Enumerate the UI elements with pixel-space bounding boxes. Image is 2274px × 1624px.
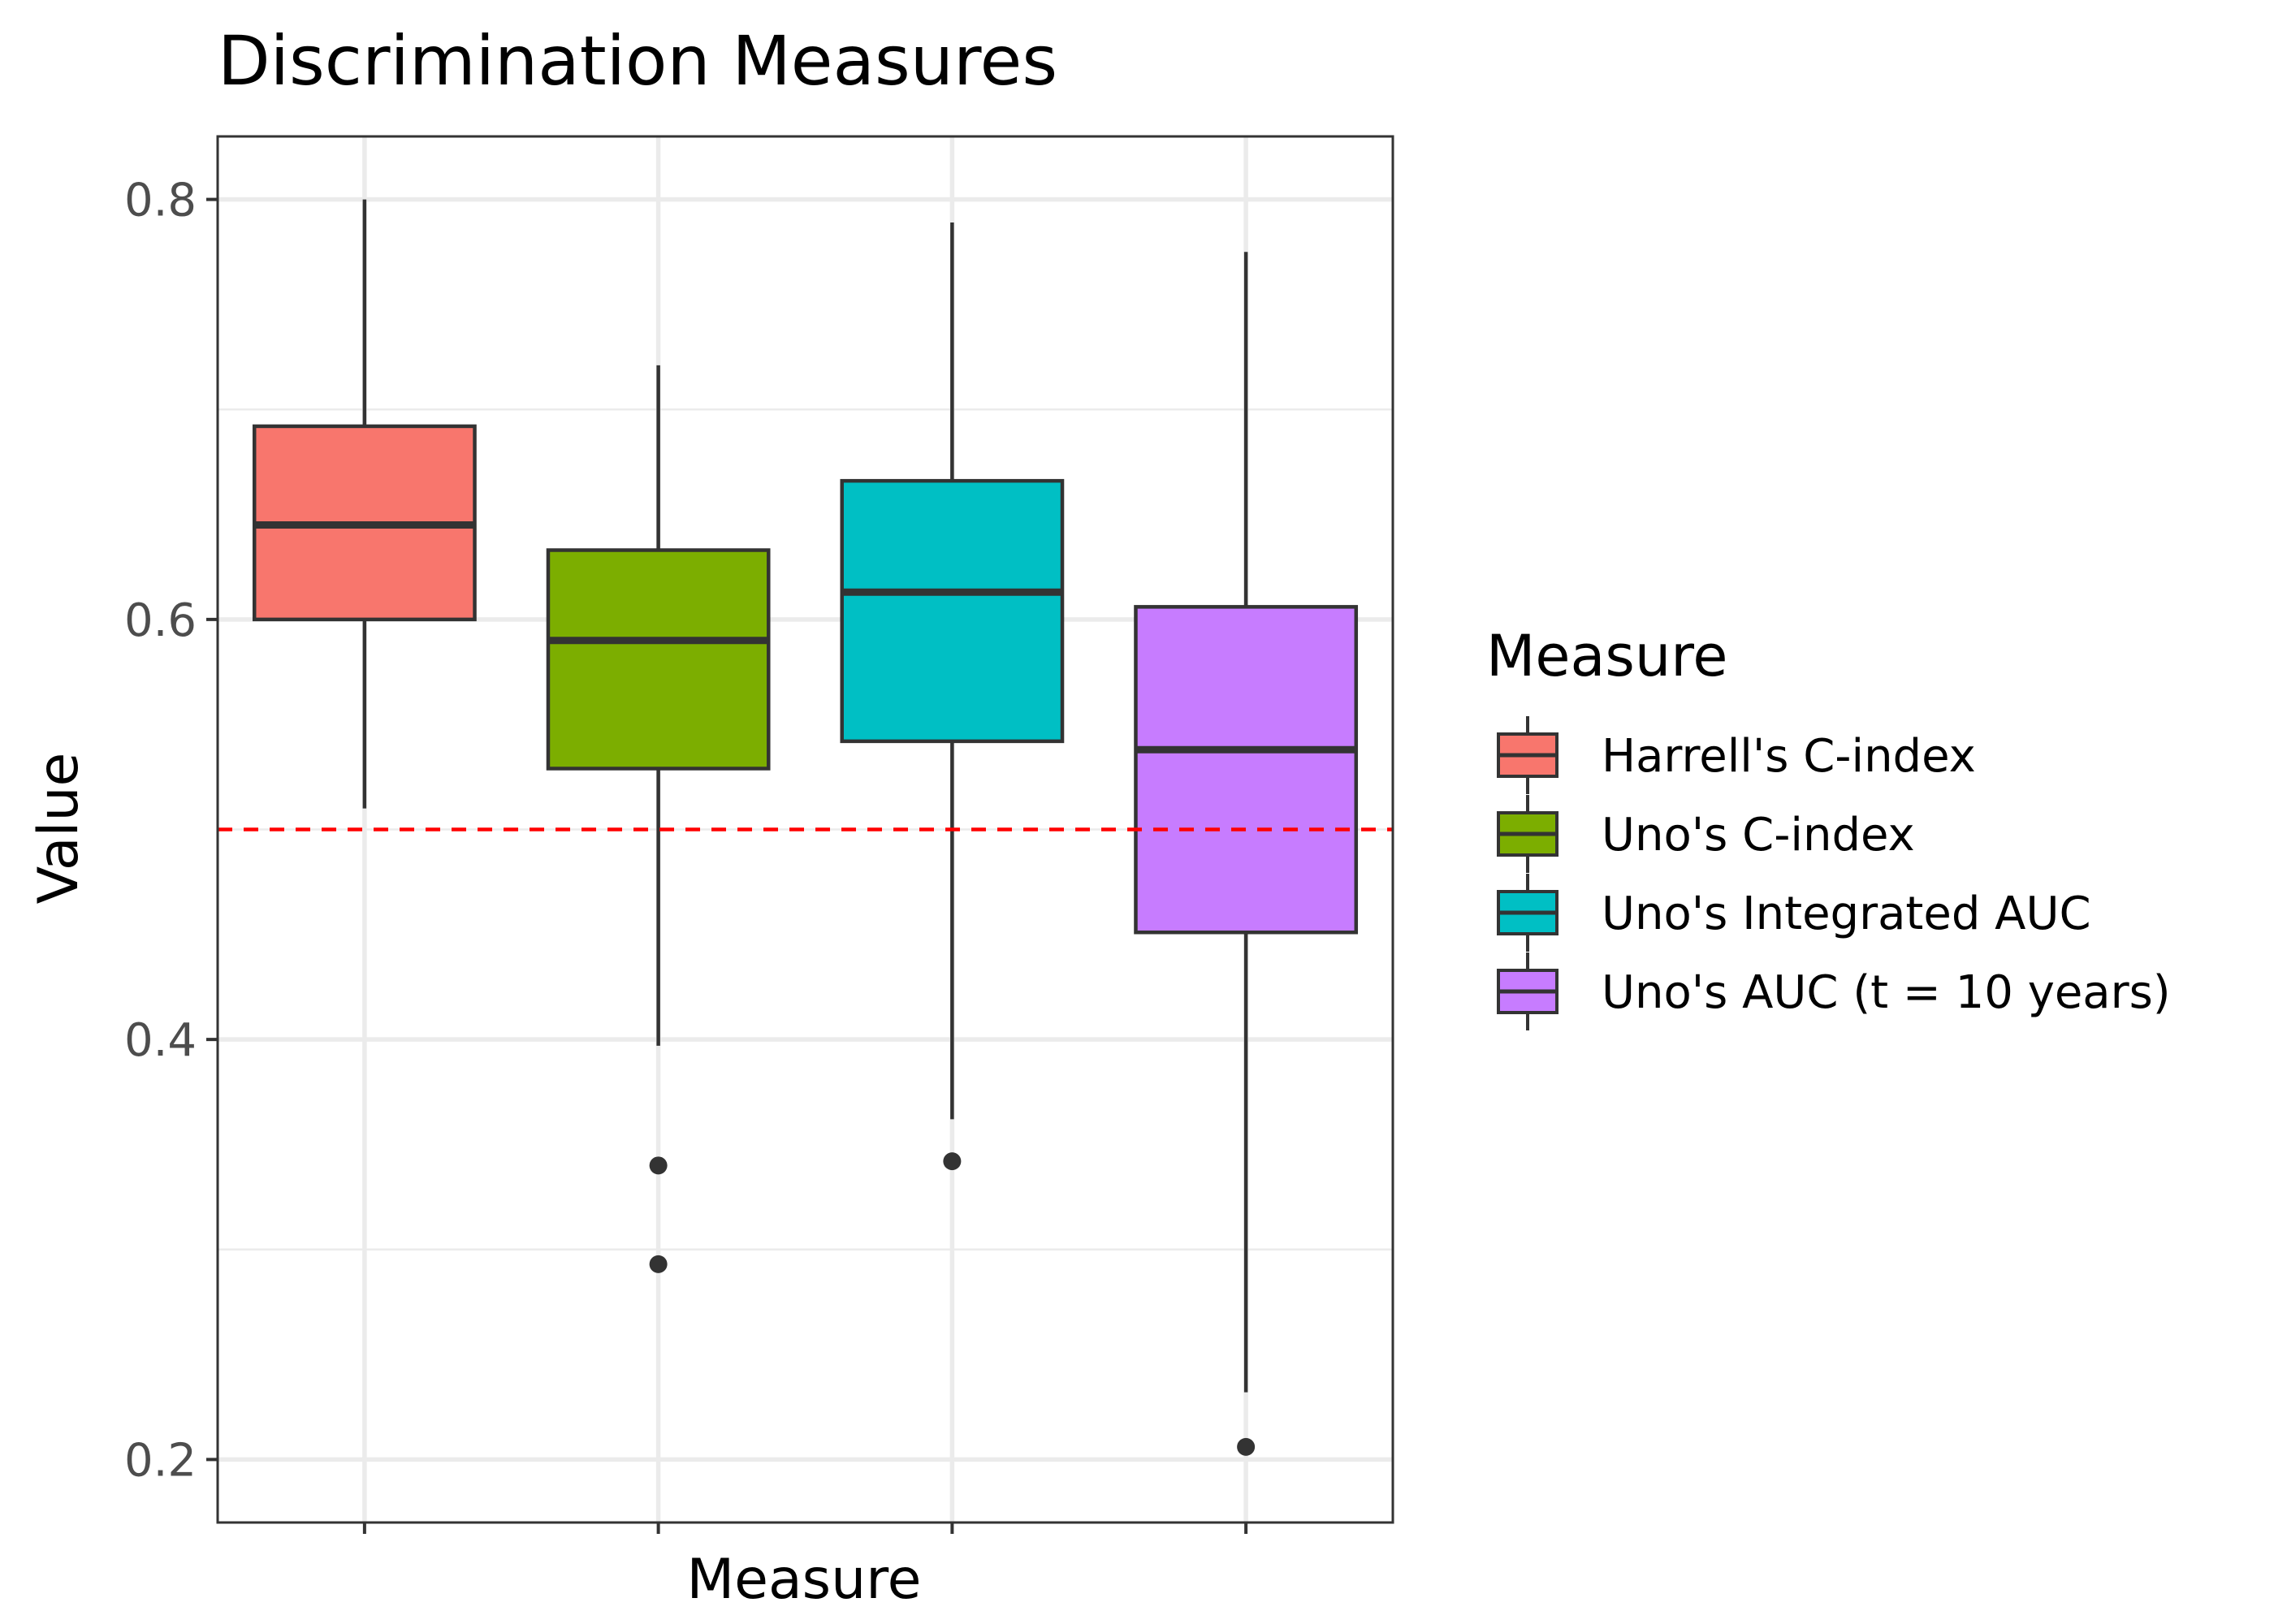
legend-title: Measure [1486,623,1728,689]
box-body [1134,605,1359,935]
outlier-point [1237,1437,1256,1456]
box-2 [546,365,771,1273]
chart-title: Discrimination Measures [218,21,1057,101]
legend-label: Uno's AUC (t = 10 years) [1602,966,2171,1019]
legend-label: Uno's Integrated AUC [1602,888,2091,940]
y-tick-label: 0.8 [124,175,197,227]
y-tick-label: 0.6 [124,594,197,647]
box-body [840,478,1065,744]
legend-item-2: Uno's C-index [1497,795,1915,873]
plot-panel: 0.2 0.4 0.6 0.8 [124,135,1394,1534]
box-4 [1134,252,1359,1456]
outlier-point [943,1152,962,1171]
legend-item-4: Uno's AUC (t = 10 years) [1497,952,2171,1030]
box-3 [840,222,1065,1171]
legend-label: Uno's C-index [1602,809,1915,862]
box-1 [252,199,477,809]
legend-item-1: Harrell's C-index [1497,716,1976,794]
y-tick-label: 0.4 [124,1014,197,1067]
legend: Measure Harrell's C-index Uno's C-index Un… [1486,623,2171,1030]
legend-item-3: Uno's Integrated AUC [1497,874,2091,952]
outlier-point [649,1156,668,1175]
x-axis-title: Measure [687,1548,922,1612]
y-axis-title: Value [27,753,91,905]
legend-label: Harrell's C-index [1602,730,1976,783]
panel-border [216,135,1394,1524]
outlier-point [649,1255,668,1273]
box-body [546,548,771,771]
y-tick-label: 0.2 [124,1434,197,1487]
